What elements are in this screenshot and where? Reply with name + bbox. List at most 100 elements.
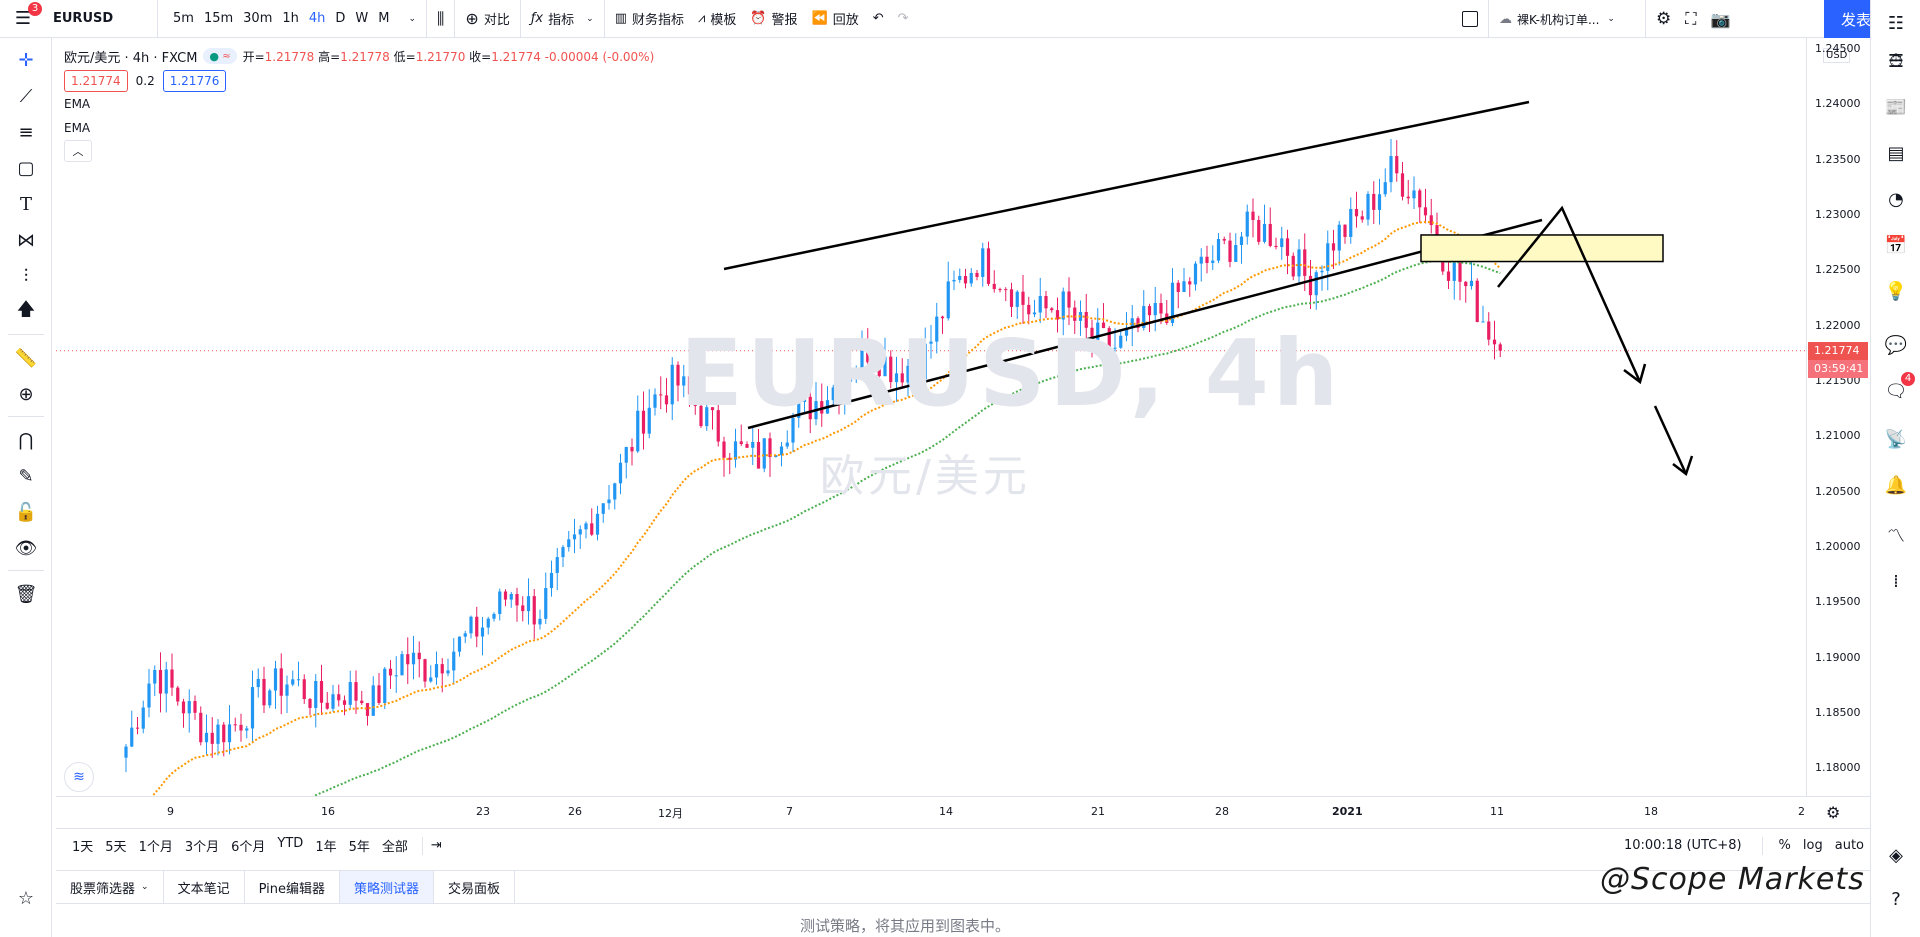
news-button[interactable]: 📰 bbox=[1881, 92, 1911, 122]
crosshair-tool[interactable]: ✛ bbox=[12, 46, 40, 74]
stay-drawing-tool[interactable]: ✎ bbox=[12, 462, 40, 490]
price-chart[interactable] bbox=[56, 38, 1806, 796]
percent-toggle[interactable]: % bbox=[1778, 838, 1791, 853]
redo-button[interactable]: ↷ bbox=[891, 0, 916, 38]
price-scale[interactable]: USD 1.24500 1.24000 1.23500 1.23000 1.22500 1… bbox=[1806, 38, 1870, 796]
range-button-8[interactable]: 全部 bbox=[381, 840, 408, 855]
layout-toggle[interactable] bbox=[1455, 0, 1485, 38]
watchlist-top-button[interactable]: ☷ bbox=[1881, 8, 1911, 38]
shape-tool[interactable]: ▢ bbox=[12, 154, 40, 182]
range-button-3[interactable]: 3个月 bbox=[184, 840, 220, 855]
time-tick: 9 bbox=[167, 805, 174, 818]
candle-body bbox=[164, 669, 168, 694]
auto-toggle[interactable]: auto bbox=[1834, 838, 1864, 853]
tradingview-logo[interactable]: ≋ bbox=[64, 762, 94, 792]
interval-15m[interactable]: 15m bbox=[203, 11, 234, 26]
help-button[interactable]: ? bbox=[1881, 884, 1911, 914]
chats-button[interactable]: 💬 bbox=[1881, 330, 1911, 360]
hotlists-button[interactable]: ◔ bbox=[1881, 184, 1911, 214]
bottom-tab-1[interactable]: 文本笔记 bbox=[164, 871, 245, 903]
candle-body bbox=[1464, 281, 1468, 287]
bottom-tab-3[interactable]: 策略测试器 bbox=[339, 871, 434, 903]
templates-button[interactable]: ⩘ 模板 bbox=[691, 0, 743, 38]
lock-tool[interactable]: 🔓 bbox=[12, 498, 40, 526]
layers-button[interactable]: ◈ bbox=[1881, 840, 1911, 870]
alerts-panel-button[interactable]: ⏱ bbox=[1881, 46, 1911, 76]
range-button-2[interactable]: 1个月 bbox=[138, 840, 173, 855]
remove-tool[interactable]: 🗑 bbox=[12, 580, 40, 608]
chart-type-button[interactable]: ⫼ bbox=[430, 0, 451, 38]
watchlist-button[interactable]: ☰ bbox=[1881, 46, 1911, 76]
alert-button[interactable]: ⏰ 警报 bbox=[743, 0, 804, 38]
symbol-title[interactable]: 欧元/美元 · 4h · FXCM bbox=[64, 50, 198, 66]
interval-4h[interactable]: 4h bbox=[308, 11, 326, 26]
layout-selector[interactable]: ☁ 裸K-机构订单... ⌄ bbox=[1492, 0, 1642, 38]
interval-1h[interactable]: 1h bbox=[282, 11, 299, 26]
range-button-6[interactable]: 1年 bbox=[315, 840, 337, 855]
fib-tool[interactable]: ≡ bbox=[12, 118, 40, 146]
calendar-button[interactable]: 📅 bbox=[1881, 230, 1911, 260]
candle-body bbox=[285, 684, 289, 696]
trendline-tool[interactable]: ⟋ bbox=[12, 82, 40, 110]
ideas-button[interactable]: 💡 bbox=[1881, 276, 1911, 306]
fullscreen-button[interactable]: ⛶ bbox=[1678, 0, 1703, 38]
time-scale[interactable]: ⚙ 9 16 23 26 12月 7 14 21 28 2021 11 18 2 bbox=[56, 796, 1870, 828]
market-status-pill[interactable]: ● ≈ bbox=[203, 48, 237, 64]
dom-button[interactable]: ⁞ bbox=[1881, 566, 1911, 596]
range-button-5[interactable]: YTD bbox=[277, 836, 304, 851]
bottom-tab-0[interactable]: 股票筛选器 ⌄ bbox=[56, 871, 164, 903]
ema-indicator-1[interactable]: EMA bbox=[64, 97, 91, 111]
candle-body bbox=[1142, 306, 1146, 328]
close-label: 收= bbox=[469, 49, 492, 64]
notifications-button[interactable]: 🗨 4 bbox=[1881, 372, 1915, 406]
legend-collapse-button[interactable]: ︿ bbox=[64, 140, 92, 162]
candle-body bbox=[377, 685, 381, 703]
chevron-up-icon: ︿ bbox=[72, 145, 84, 158]
interval-W[interactable]: W bbox=[355, 11, 369, 26]
range-button-0[interactable]: 1天 bbox=[72, 840, 94, 855]
alerts-bell-button[interactable]: 🔔 bbox=[1881, 470, 1911, 500]
hide-tool[interactable]: 👁 bbox=[12, 534, 40, 562]
scale-settings-button[interactable]: ⚙ bbox=[1826, 803, 1840, 822]
compare-button[interactable]: ⊕ 对比 bbox=[458, 0, 516, 38]
undo-button[interactable]: ↶ bbox=[866, 0, 891, 38]
sell-price-button[interactable]: 1.21774 bbox=[64, 70, 128, 92]
magnet-tool[interactable]: ⋂ bbox=[12, 426, 40, 454]
interval-30m[interactable]: 30m bbox=[243, 11, 273, 26]
indicators-button[interactable]: ƒx 指标 ⌄ bbox=[524, 0, 601, 38]
interval-M[interactable]: M bbox=[378, 11, 390, 26]
arrow-tool[interactable]: 🡅 bbox=[12, 298, 40, 326]
bottom-tab-2[interactable]: Pine编辑器 bbox=[245, 871, 340, 903]
candle-body bbox=[1262, 223, 1267, 242]
interval-D[interactable]: D bbox=[335, 11, 346, 26]
settings-button[interactable]: ⚙ bbox=[1649, 0, 1678, 38]
pine-scripts-button[interactable]: 〽 bbox=[1881, 520, 1911, 550]
buy-price-button[interactable]: 1.21776 bbox=[162, 70, 227, 92]
price-tick: 1.23500 bbox=[1815, 152, 1861, 166]
data-window-button[interactable]: ▤ bbox=[1881, 138, 1911, 168]
interval-dropdown[interactable]: ⌄ bbox=[402, 0, 424, 38]
candle-body bbox=[1216, 238, 1221, 261]
forecast-tool[interactable]: ⫶ bbox=[12, 262, 40, 290]
bottom-tab-4[interactable]: 交易面板 bbox=[434, 871, 516, 903]
menu-button[interactable]: ☰ 3 bbox=[0, 0, 46, 38]
range-button-1[interactable]: 5天 bbox=[105, 840, 127, 855]
ema-indicator-2[interactable]: EMA bbox=[64, 121, 91, 135]
pattern-tool[interactable]: ⋈ bbox=[12, 226, 40, 254]
range-button-4[interactable]: 6个月 bbox=[231, 840, 266, 855]
interval-5m[interactable]: 5m bbox=[173, 11, 194, 26]
text-tool[interactable]: T bbox=[12, 190, 40, 218]
streams-button[interactable]: 📡 bbox=[1881, 424, 1911, 454]
candle-body bbox=[440, 664, 444, 674]
snapshot-button[interactable]: 📷 bbox=[1703, 0, 1737, 38]
favorites-tool[interactable]: ☆ bbox=[12, 884, 40, 912]
zoom-tool[interactable]: ⊕ bbox=[12, 380, 40, 408]
measure-tool[interactable]: 📏 bbox=[12, 344, 40, 372]
replay-button[interactable]: ⏪ 回放 bbox=[805, 0, 866, 38]
log-toggle[interactable]: log bbox=[1802, 838, 1823, 853]
goto-date-button[interactable]: ⇥ bbox=[431, 838, 442, 853]
financials-button[interactable]: ▥ 财务指标 bbox=[608, 0, 691, 38]
clock-display[interactable]: 10:00:18 (UTC+8) bbox=[1623, 838, 1742, 853]
symbol-search[interactable]: EURUSD bbox=[53, 11, 114, 26]
range-button-7[interactable]: 5年 bbox=[348, 840, 370, 855]
